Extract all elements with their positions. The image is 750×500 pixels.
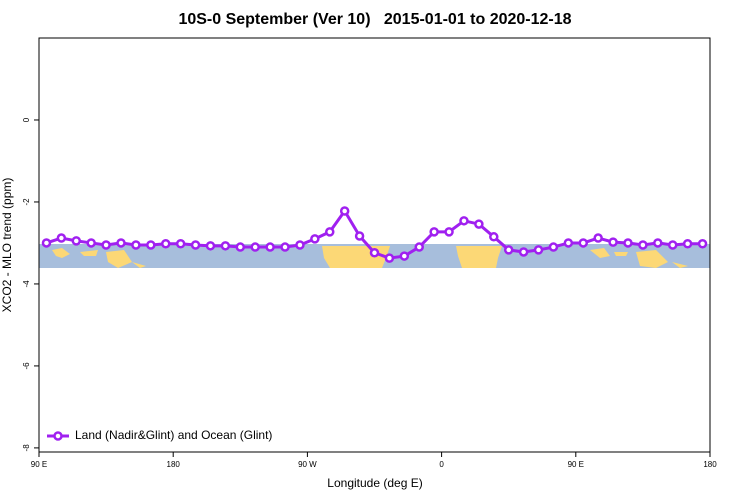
legend-marker (53, 431, 63, 441)
point (399, 251, 410, 261)
y-tick-label: -2 (22, 198, 31, 206)
point (623, 238, 633, 248)
point (638, 240, 648, 250)
point (474, 219, 484, 229)
x-tick-label: 90 W (298, 460, 317, 469)
point (429, 227, 439, 237)
point (71, 236, 82, 246)
point (563, 238, 574, 248)
point (220, 241, 231, 251)
plot-frame (38, 37, 711, 453)
map-strip (39, 244, 710, 268)
x-tick-label: 180 (703, 460, 717, 469)
point (146, 240, 156, 250)
legend-label: Land (Nadir&Glint) and Ocean (Glint) (75, 428, 272, 442)
y-tick-label: -6 (22, 362, 31, 370)
point (414, 242, 424, 252)
point (101, 240, 111, 250)
y-axis-label: XCO2 - MLO trend (ppm) (0, 178, 14, 313)
point (280, 242, 290, 252)
point (697, 239, 708, 249)
point (608, 237, 618, 247)
y-tick-label: 0 (22, 117, 31, 122)
y-tick-label: -4 (22, 280, 31, 288)
x-tick-label: 90 E (31, 460, 47, 469)
point (667, 240, 678, 250)
point (369, 248, 380, 258)
x-axis-label: Longitude (deg E) (327, 476, 422, 490)
point (339, 206, 350, 216)
chart-title: 10S-0 September (Ver 10) 2015-01-01 to 2… (178, 11, 571, 28)
point (593, 233, 603, 243)
point (190, 240, 201, 250)
point (86, 238, 96, 248)
point (325, 227, 335, 237)
point (533, 245, 544, 255)
x-tick-label: 0 (439, 460, 444, 469)
point (41, 238, 52, 248)
point (295, 240, 305, 250)
point (444, 227, 454, 237)
point (503, 245, 514, 255)
point (205, 241, 216, 251)
point (518, 247, 529, 257)
point (682, 239, 693, 249)
point (653, 238, 663, 248)
point (250, 242, 260, 252)
point (354, 231, 365, 241)
point (548, 242, 559, 252)
point (489, 232, 499, 242)
point (131, 240, 141, 250)
point (175, 239, 186, 249)
point (116, 238, 126, 248)
x-tick-label: 90 E (568, 460, 584, 469)
point (310, 234, 320, 244)
point (56, 233, 67, 243)
y-tick-label: -8 (22, 444, 31, 452)
point (384, 253, 395, 263)
point (235, 242, 246, 252)
point (578, 238, 589, 248)
x-tick-label: 180 (167, 460, 181, 469)
point (459, 216, 469, 226)
point (160, 239, 171, 249)
point (265, 242, 275, 252)
